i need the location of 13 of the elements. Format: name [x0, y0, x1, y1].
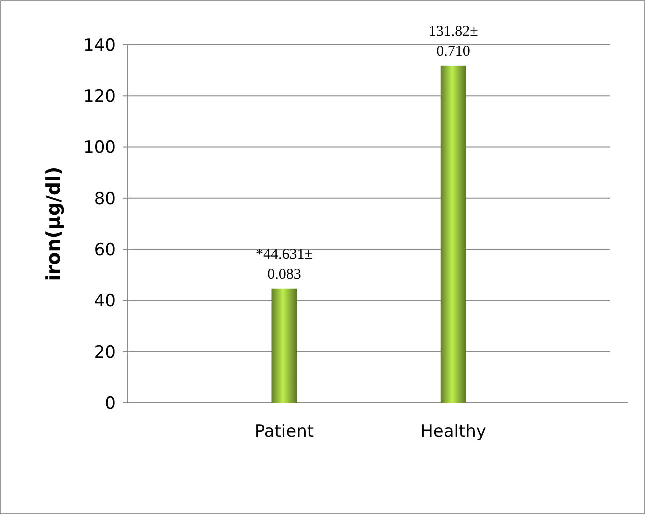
data-label: *44.631± 0.083	[256, 246, 313, 283]
y-tick-label: 40	[94, 292, 116, 312]
data-label: 131.82± 0.710	[428, 24, 478, 60]
y-tick-label: 0	[105, 394, 116, 414]
y-tick-label: 80	[94, 189, 116, 210]
y-axis-title: iron(µg/dl)	[43, 166, 65, 282]
y-tick-label: 20	[94, 342, 116, 363]
x-tick-label: Patient	[254, 422, 314, 442]
x-tick-label: Healthy	[420, 422, 487, 442]
y-tick-label: 60	[94, 240, 116, 261]
y-tick-label: 100	[84, 138, 116, 158]
y-tick-label: 140	[84, 36, 116, 56]
y-tick-label: 120	[84, 87, 116, 108]
